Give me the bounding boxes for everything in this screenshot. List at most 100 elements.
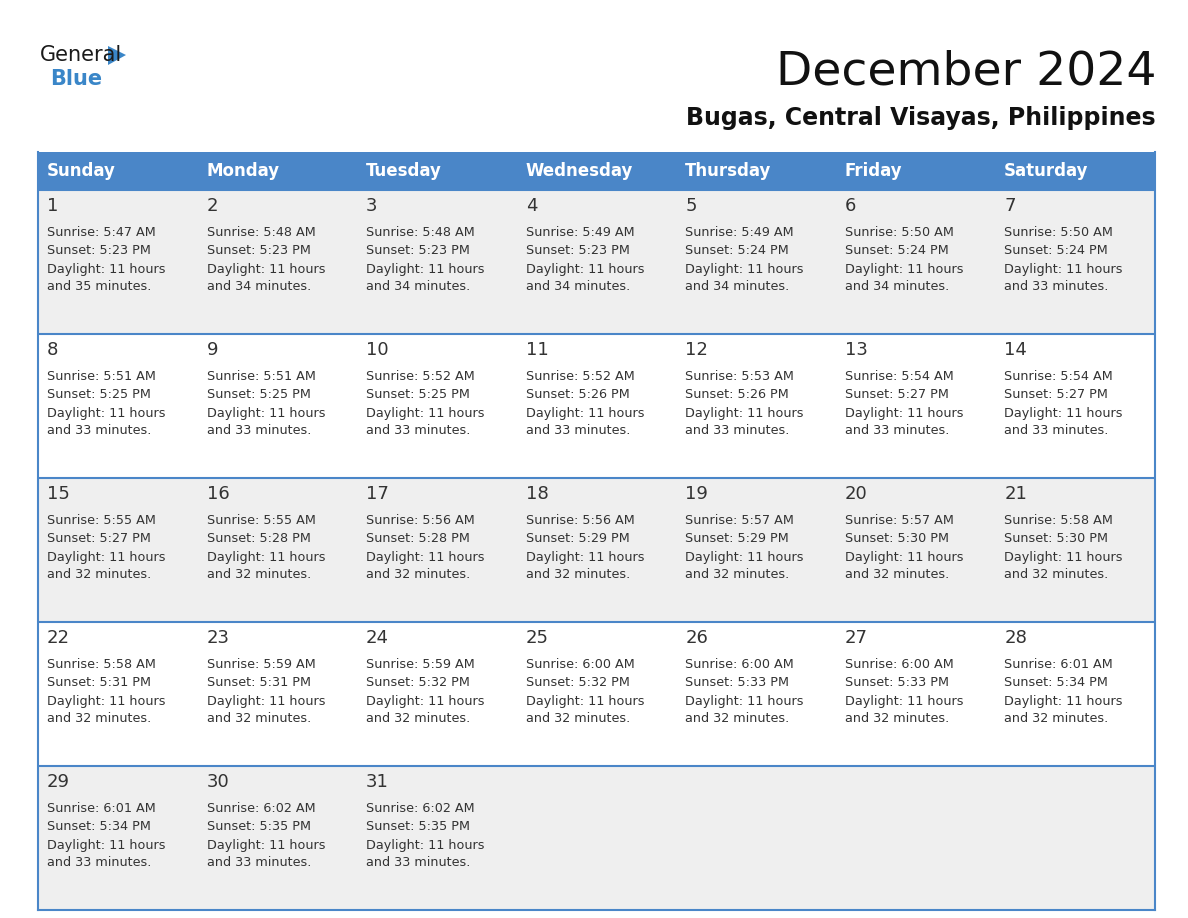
Text: Daylight: 11 hours: Daylight: 11 hours [48,552,165,565]
Text: Daylight: 11 hours: Daylight: 11 hours [207,552,326,565]
Text: Sunrise: 5:50 AM: Sunrise: 5:50 AM [845,227,954,240]
Text: 30: 30 [207,773,229,791]
Text: Sunset: 5:25 PM: Sunset: 5:25 PM [366,388,470,401]
Text: 27: 27 [845,629,867,647]
Text: 21: 21 [1004,485,1028,503]
Text: 9: 9 [207,341,219,359]
Text: and 32 minutes.: and 32 minutes. [207,568,311,581]
Text: Sunrise: 5:49 AM: Sunrise: 5:49 AM [685,227,794,240]
Text: Sunset: 5:27 PM: Sunset: 5:27 PM [1004,388,1108,401]
Text: Daylight: 11 hours: Daylight: 11 hours [366,408,485,420]
Text: Sunrise: 5:54 AM: Sunrise: 5:54 AM [845,371,954,384]
Text: Sunrise: 5:49 AM: Sunrise: 5:49 AM [525,227,634,240]
Text: Sunrise: 5:54 AM: Sunrise: 5:54 AM [1004,371,1113,384]
Bar [38,334,1155,478]
Text: Sunset: 5:34 PM: Sunset: 5:34 PM [1004,677,1108,689]
Bar [38,478,1155,622]
Text: and 32 minutes.: and 32 minutes. [525,712,630,725]
Text: and 32 minutes.: and 32 minutes. [366,712,470,725]
Text: Bugas, Central Visayas, Philippines: Bugas, Central Visayas, Philippines [687,106,1156,130]
Text: Daylight: 11 hours: Daylight: 11 hours [525,408,644,420]
Text: and 33 minutes.: and 33 minutes. [685,424,790,438]
Text: Sunrise: 5:47 AM: Sunrise: 5:47 AM [48,227,156,240]
Text: Daylight: 11 hours: Daylight: 11 hours [366,263,485,276]
Text: Daylight: 11 hours: Daylight: 11 hours [366,839,485,853]
Text: Sunrise: 5:57 AM: Sunrise: 5:57 AM [685,514,794,528]
Text: Sunrise: 6:01 AM: Sunrise: 6:01 AM [48,802,156,815]
Text: and 33 minutes.: and 33 minutes. [207,856,311,869]
Text: Daylight: 11 hours: Daylight: 11 hours [845,696,963,709]
Text: and 33 minutes.: and 33 minutes. [366,856,470,869]
Text: Tuesday: Tuesday [366,162,442,180]
Text: Daylight: 11 hours: Daylight: 11 hours [685,696,803,709]
Text: Sunset: 5:33 PM: Sunset: 5:33 PM [685,677,789,689]
Text: Daylight: 11 hours: Daylight: 11 hours [1004,552,1123,565]
Text: Sunset: 5:27 PM: Sunset: 5:27 PM [48,532,151,545]
Text: Sunset: 5:31 PM: Sunset: 5:31 PM [48,677,151,689]
Text: Sunset: 5:29 PM: Sunset: 5:29 PM [525,532,630,545]
Text: Sunset: 5:23 PM: Sunset: 5:23 PM [525,244,630,258]
Text: Sunrise: 5:55 AM: Sunrise: 5:55 AM [207,514,316,528]
Bar [38,152,1155,190]
Text: 31: 31 [366,773,388,791]
Text: and 32 minutes.: and 32 minutes. [525,568,630,581]
Text: Thursday: Thursday [685,162,771,180]
Text: Sunrise: 5:48 AM: Sunrise: 5:48 AM [366,227,475,240]
Text: and 34 minutes.: and 34 minutes. [685,281,789,294]
Text: Daylight: 11 hours: Daylight: 11 hours [845,263,963,276]
Text: Daylight: 11 hours: Daylight: 11 hours [685,408,803,420]
Text: 4: 4 [525,197,537,215]
Text: Daylight: 11 hours: Daylight: 11 hours [525,263,644,276]
Text: Friday: Friday [845,162,903,180]
Text: 2: 2 [207,197,219,215]
Text: 8: 8 [48,341,58,359]
Text: Sunset: 5:27 PM: Sunset: 5:27 PM [845,388,948,401]
Text: and 33 minutes.: and 33 minutes. [525,424,630,438]
Text: and 33 minutes.: and 33 minutes. [48,856,151,869]
Text: and 33 minutes.: and 33 minutes. [1004,281,1108,294]
Text: Daylight: 11 hours: Daylight: 11 hours [845,408,963,420]
Text: Sunrise: 5:58 AM: Sunrise: 5:58 AM [1004,514,1113,528]
Text: and 32 minutes.: and 32 minutes. [48,712,151,725]
Polygon shape [108,46,126,65]
Text: Sunset: 5:23 PM: Sunset: 5:23 PM [207,244,310,258]
Text: 26: 26 [685,629,708,647]
Text: Sunset: 5:23 PM: Sunset: 5:23 PM [366,244,470,258]
Text: General: General [40,45,122,65]
Bar [38,766,1155,910]
Text: Sunset: 5:28 PM: Sunset: 5:28 PM [207,532,310,545]
Text: Sunset: 5:33 PM: Sunset: 5:33 PM [845,677,949,689]
Text: Sunset: 5:32 PM: Sunset: 5:32 PM [366,677,470,689]
Text: and 33 minutes.: and 33 minutes. [207,424,311,438]
Text: 5: 5 [685,197,696,215]
Text: Sunrise: 6:00 AM: Sunrise: 6:00 AM [685,658,794,671]
Text: Sunset: 5:25 PM: Sunset: 5:25 PM [207,388,310,401]
Text: 3: 3 [366,197,378,215]
Text: 23: 23 [207,629,229,647]
Text: Daylight: 11 hours: Daylight: 11 hours [685,263,803,276]
Text: Daylight: 11 hours: Daylight: 11 hours [525,552,644,565]
Text: and 32 minutes.: and 32 minutes. [845,712,949,725]
Text: and 33 minutes.: and 33 minutes. [366,424,470,438]
Text: Sunset: 5:32 PM: Sunset: 5:32 PM [525,677,630,689]
Text: Sunrise: 6:01 AM: Sunrise: 6:01 AM [1004,658,1113,671]
Text: Daylight: 11 hours: Daylight: 11 hours [685,552,803,565]
Text: 7: 7 [1004,197,1016,215]
Text: and 34 minutes.: and 34 minutes. [525,281,630,294]
Text: 24: 24 [366,629,390,647]
Text: and 33 minutes.: and 33 minutes. [845,424,949,438]
Text: 16: 16 [207,485,229,503]
Text: Daylight: 11 hours: Daylight: 11 hours [207,408,326,420]
Text: Daylight: 11 hours: Daylight: 11 hours [1004,696,1123,709]
Text: Sunrise: 6:02 AM: Sunrise: 6:02 AM [366,802,475,815]
Text: 19: 19 [685,485,708,503]
Text: and 35 minutes.: and 35 minutes. [48,281,151,294]
Text: Sunset: 5:34 PM: Sunset: 5:34 PM [48,821,151,834]
Text: Daylight: 11 hours: Daylight: 11 hours [48,408,165,420]
Text: and 32 minutes.: and 32 minutes. [1004,568,1108,581]
Text: and 33 minutes.: and 33 minutes. [48,424,151,438]
Text: Sunrise: 5:56 AM: Sunrise: 5:56 AM [366,514,475,528]
Text: Daylight: 11 hours: Daylight: 11 hours [48,263,165,276]
Text: Sunrise: 6:02 AM: Sunrise: 6:02 AM [207,802,315,815]
Text: Daylight: 11 hours: Daylight: 11 hours [48,839,165,853]
